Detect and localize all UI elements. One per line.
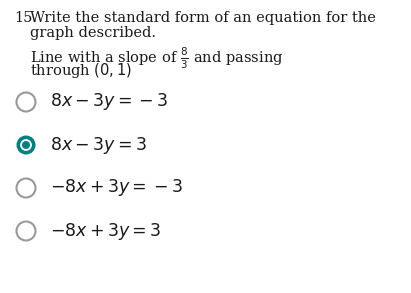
- Text: 15.: 15.: [14, 11, 37, 25]
- Text: graph described.: graph described.: [30, 26, 156, 40]
- Circle shape: [16, 178, 35, 197]
- Text: Write the standard form of an equation for the: Write the standard form of an equation f…: [30, 11, 376, 25]
- Circle shape: [22, 141, 30, 149]
- Circle shape: [16, 222, 35, 241]
- Text: $8x - 3y = -3$: $8x - 3y = -3$: [50, 91, 168, 113]
- Circle shape: [16, 135, 35, 154]
- Text: Line with a slope of $\frac{8}{3}$ and passing: Line with a slope of $\frac{8}{3}$ and p…: [30, 46, 284, 71]
- Circle shape: [20, 139, 32, 151]
- Circle shape: [16, 93, 35, 112]
- Text: through $(0, 1)$: through $(0, 1)$: [30, 61, 132, 80]
- Text: $-8x + 3y = 3$: $-8x + 3y = 3$: [50, 221, 162, 241]
- Text: $8x - 3y = 3$: $8x - 3y = 3$: [50, 134, 147, 156]
- Text: $-8x + 3y = -3$: $-8x + 3y = -3$: [50, 178, 183, 198]
